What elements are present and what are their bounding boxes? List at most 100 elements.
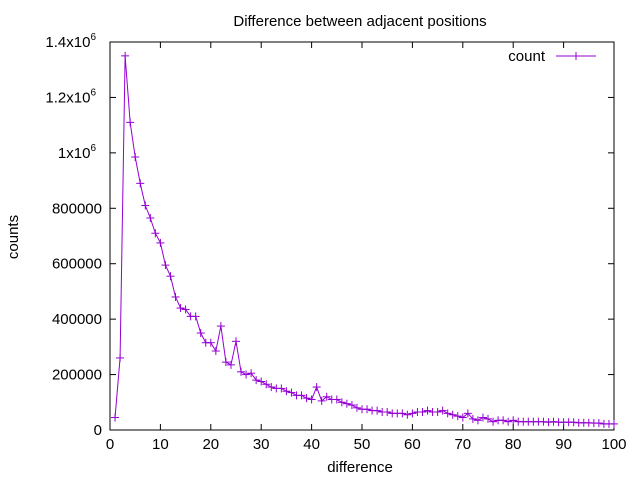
x-tick-label: 10 (152, 436, 169, 453)
data-point (484, 414, 492, 423)
data-point (287, 388, 296, 397)
x-tick-label: 20 (202, 436, 219, 453)
data-point (478, 413, 487, 422)
data-point (443, 409, 452, 418)
data-point (373, 406, 382, 415)
data-point (468, 414, 477, 423)
data-point (237, 367, 246, 376)
data-point (302, 394, 311, 403)
data-point (453, 412, 462, 421)
data-point (423, 406, 432, 415)
data-point (549, 417, 558, 426)
data-point (297, 391, 306, 400)
data-point (504, 417, 513, 426)
data-point (509, 416, 518, 425)
data-point (116, 353, 125, 362)
y-axis-ticks: 0 200000 400000 600000 800000 1x106 1.2x106 1.4… (45, 32, 614, 439)
data-point (247, 369, 256, 378)
data-point (458, 413, 467, 422)
data-point (126, 118, 135, 127)
data-point (257, 377, 266, 386)
data-point (216, 322, 225, 331)
data-point (408, 409, 417, 418)
data-point (176, 304, 185, 313)
data-point (181, 305, 190, 314)
x-tick-label: 80 (505, 436, 522, 453)
y-tick-label: 1.4x106 (45, 32, 96, 51)
chart-title: Difference between adjacent positions (233, 13, 486, 30)
y-axis-label: counts (5, 215, 22, 259)
data-point (211, 347, 220, 356)
data-point (610, 419, 618, 428)
data-point (403, 410, 412, 419)
x-axis-ticks: 0 10 20 30 40 50 60 70 80 90 100 (106, 42, 627, 453)
data-point (448, 410, 457, 419)
data-point (262, 380, 271, 389)
data-point (317, 396, 326, 405)
data-point (136, 179, 145, 188)
data-point (433, 407, 442, 416)
x-tick-label: 70 (454, 436, 471, 453)
x-tick-label: 100 (601, 436, 626, 453)
data-point (277, 384, 286, 393)
data-point (146, 213, 155, 222)
y-tick-label: 200000 (52, 367, 102, 384)
data-point (252, 376, 261, 385)
data-point (312, 383, 321, 392)
data-point (383, 407, 392, 416)
data-point (141, 201, 150, 210)
data-point (307, 395, 316, 404)
x-axis-label: difference (327, 459, 393, 476)
data-point (156, 238, 165, 247)
legend-sample-line (556, 52, 596, 60)
data-point (489, 417, 498, 426)
data-point (221, 358, 230, 367)
data-point (342, 399, 351, 408)
data-point (191, 312, 200, 321)
data-point (332, 395, 341, 404)
data-point (539, 417, 548, 426)
legend-label-count: count (508, 48, 546, 65)
y-tick-label: 0 (94, 422, 102, 439)
data-point (282, 387, 291, 396)
data-point (337, 398, 346, 407)
y-tick-label: 600000 (52, 256, 102, 273)
data-point (322, 392, 331, 401)
data-point (569, 418, 578, 427)
x-tick-label: 40 (303, 436, 320, 453)
data-point (499, 416, 508, 425)
data-point (347, 401, 356, 410)
data-point (544, 418, 553, 427)
data-point (363, 405, 372, 414)
y-tick-label: 800000 (52, 200, 102, 217)
data-point (151, 229, 160, 238)
y-tick-label: 1x106 (58, 143, 97, 162)
data-point (131, 153, 140, 162)
data-point (232, 337, 240, 346)
data-point (418, 407, 427, 416)
data-point (438, 406, 447, 415)
data-point (473, 416, 482, 425)
data-point (171, 292, 180, 301)
data-point (594, 419, 603, 428)
data-point (196, 329, 205, 337)
data-point (166, 272, 175, 281)
x-tick-label: 60 (404, 436, 421, 453)
y-tick-label: 400000 (52, 311, 102, 328)
data-point (161, 261, 170, 270)
y-tick-label: 1.2x106 (45, 87, 96, 106)
data-point (398, 409, 407, 418)
data-point (463, 409, 472, 418)
x-tick-label: 50 (354, 436, 371, 453)
data-point (352, 403, 361, 412)
x-tick-label: 30 (253, 436, 270, 453)
data-point (267, 383, 276, 392)
data-point (226, 360, 235, 369)
data-point (121, 51, 130, 60)
x-tick-label: 90 (555, 436, 572, 453)
data-point (206, 338, 215, 347)
data-point (242, 370, 251, 379)
legend: count (508, 48, 596, 65)
series-count (111, 51, 618, 428)
